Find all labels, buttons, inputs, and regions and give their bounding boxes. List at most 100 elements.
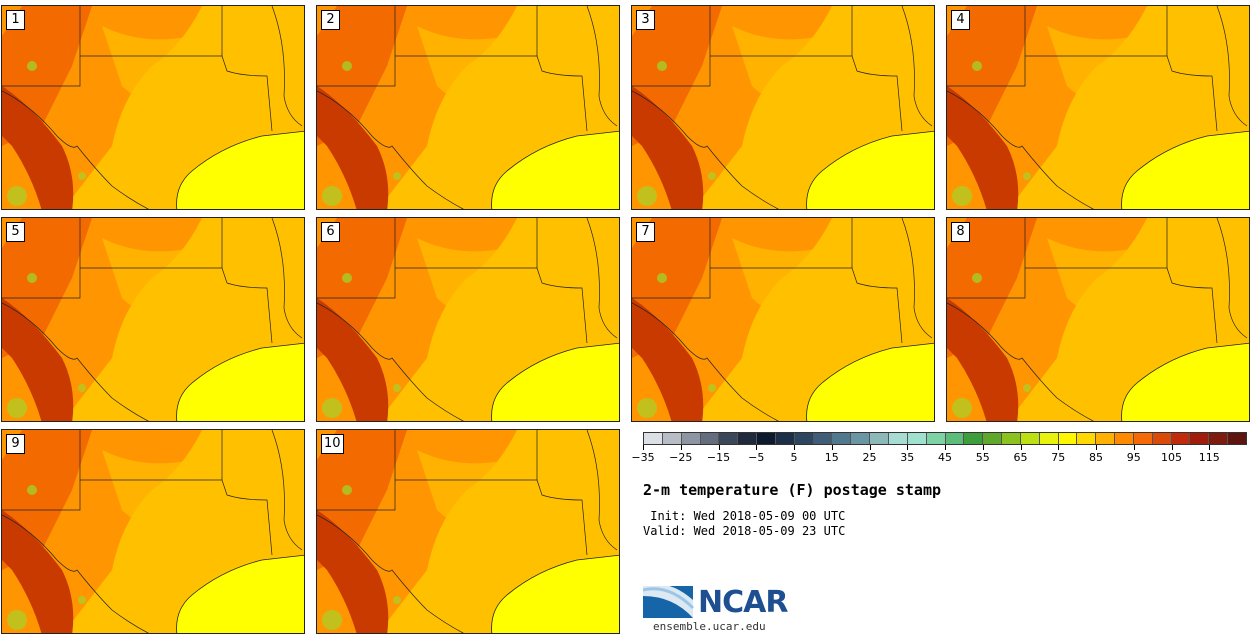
ensemble-member-panel[interactable]: 10	[316, 429, 620, 634]
colorbar-swatch	[1058, 433, 1078, 444]
colorbar-tick-label: −5	[748, 451, 765, 464]
colorbar-swatch	[1077, 433, 1097, 444]
colorbar-swatch	[870, 433, 889, 444]
temperature-map	[317, 218, 619, 421]
colorbar-tick-mark	[680, 445, 682, 450]
colorbar-swatch	[794, 433, 814, 444]
valid-time: Valid: Wed 2018-05-09 23 UTC	[643, 524, 846, 538]
colorbar-swatch	[1096, 433, 1116, 444]
ensemble-member-panel[interactable]: 2	[316, 5, 620, 210]
colorbar-swatch	[1209, 433, 1229, 444]
colorbar-tick-mark	[756, 445, 758, 450]
colorbar-tick-label: 85	[1089, 451, 1103, 464]
colorbar-tick-mark	[869, 445, 871, 450]
logo-url[interactable]: ensemble.ucar.edu	[653, 620, 766, 633]
colorbar-tick-label: −25	[669, 451, 693, 464]
colorbar-tick-mark	[1058, 445, 1060, 450]
colorbar-tick-label: 95	[1126, 451, 1141, 464]
ensemble-member-panel[interactable]: 6	[316, 217, 620, 422]
colorbar-swatch	[1228, 433, 1246, 444]
colorbar-swatch	[1152, 433, 1172, 444]
member-number-label: 2	[321, 10, 340, 30]
colorbar-tick-mark	[643, 445, 644, 450]
colorbar-swatch	[775, 433, 795, 444]
temperature-map	[317, 6, 619, 209]
colorbar-tick-mark	[982, 445, 984, 450]
colorbar-tick-label: −35	[631, 451, 655, 464]
member-number-label: 10	[321, 434, 344, 454]
member-number-label: 7	[636, 222, 655, 242]
member-number-label: 4	[951, 10, 970, 30]
colorbar-swatch	[700, 433, 720, 444]
colorbar-swatch	[813, 433, 833, 444]
colorbar-swatch	[1020, 433, 1040, 444]
ensemble-member-panel[interactable]: 3	[631, 5, 935, 210]
colorbar-tick-mark	[794, 445, 795, 450]
colorbar-swatch	[1133, 433, 1153, 444]
ensemble-member-panel[interactable]: 1	[1, 5, 305, 210]
colorbar-tick-mark	[718, 445, 720, 450]
temperature-map	[632, 6, 934, 209]
member-number-label: 9	[6, 434, 25, 454]
member-number-label: 5	[6, 222, 25, 242]
member-number-label: 6	[321, 222, 340, 242]
colorbar-swatch	[907, 433, 927, 444]
colorbar-tick-mark	[945, 445, 946, 450]
colorbar-tick-label: 25	[862, 451, 877, 464]
logo-wordmark: NCAR	[698, 585, 788, 620]
ensemble-member-panel[interactable]: 9	[1, 429, 305, 634]
colorbar-tick-mark	[1209, 445, 1211, 450]
colorbar-tick-mark	[907, 445, 909, 450]
colorbar-swatch	[662, 433, 682, 444]
colorbar-swatch	[926, 433, 946, 444]
temperature-map	[2, 430, 304, 633]
temperature-map	[947, 218, 1249, 421]
colorbar-tick-mark	[1133, 445, 1135, 450]
plot-title: 2-m temperature (F) postage stamp	[643, 481, 942, 499]
colorbar-tick-label: 5	[790, 451, 798, 464]
colorbar-swatch	[832, 433, 852, 444]
colorbar-ticks: −35 −25 −15 −5 5 15 25 35 45 55 65 75 85 95 105 115	[631, 445, 1247, 467]
ensemble-member-panel[interactable]: 8	[946, 217, 1250, 422]
colorbar-tick-mark	[1096, 445, 1097, 450]
colorbar-swatch	[757, 433, 776, 444]
colorbar-swatch	[738, 433, 758, 444]
temperature-map	[2, 6, 304, 209]
colorbar-swatch	[1190, 433, 1210, 444]
member-number-label: 8	[951, 222, 970, 242]
colorbar-swatch	[983, 433, 1003, 444]
colorbar-tick-label: 55	[975, 451, 990, 464]
colorbar-swatch	[1002, 433, 1021, 444]
ensemble-member-panel[interactable]: 7	[631, 217, 935, 422]
colorbar-tick-mark	[1171, 445, 1173, 450]
colorbar-tick-label: 75	[1051, 451, 1066, 464]
init-time: Init: Wed 2018-05-09 00 UTC	[643, 509, 846, 523]
ensemble-member-panel[interactable]: 4	[946, 5, 1250, 210]
member-number-label: 3	[636, 10, 655, 30]
colorbar-swatch	[945, 433, 965, 444]
temperature-map	[947, 6, 1249, 209]
colorbar-swatch	[719, 433, 739, 444]
colorbar-swatch	[1039, 433, 1059, 444]
colorbar-tick-label: 105	[1161, 451, 1182, 464]
colorbar-swatch	[851, 433, 871, 444]
temperature-map	[632, 218, 934, 421]
colorbar-tick-label: 15	[824, 451, 839, 464]
colorbar-swatch	[644, 433, 663, 444]
colorbar-swatch	[1115, 433, 1134, 444]
ensemble-member-panel[interactable]: 5	[1, 217, 305, 422]
colorbar-tick-label: −15	[706, 451, 731, 464]
temperature-map	[317, 430, 619, 633]
temperature-map	[2, 218, 304, 421]
colorbar-swatch	[681, 433, 701, 444]
member-number-label: 1	[6, 10, 25, 30]
colorbar-tick-label: 35	[900, 451, 915, 464]
colorbar-tick-mark	[1020, 445, 1022, 450]
colorbar-swatch	[1171, 433, 1191, 444]
colorbar-tick-label: 65	[1013, 451, 1028, 464]
colorbar-tick-label: 115	[1198, 451, 1220, 464]
colorbar-swatch	[888, 433, 908, 444]
temperature-colorbar	[643, 432, 1247, 445]
colorbar-tick-mark	[831, 445, 833, 450]
ncar-logo-icon	[643, 583, 695, 618]
